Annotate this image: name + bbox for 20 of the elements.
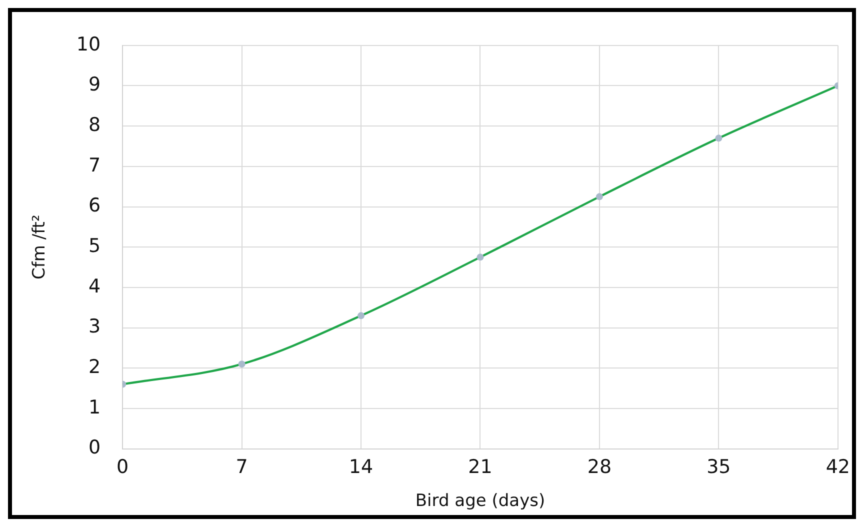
y-tick-label: 2 <box>88 356 101 378</box>
y-tick-label: 4 <box>88 275 101 298</box>
x-tick-label: 7 <box>236 456 248 478</box>
y-axis-title: Cfm /ft² <box>30 214 50 280</box>
y-tick-label: 6 <box>88 194 101 217</box>
y-tick-label: 3 <box>88 316 101 338</box>
x-axis-title: Bird age (days) <box>415 491 546 512</box>
y-tick-label: 0 <box>88 436 101 459</box>
x-tick-label: 42 <box>826 456 850 478</box>
y-tick-label: 10 <box>76 33 101 56</box>
y-tick-label: 1 <box>88 396 101 418</box>
x-tick-label: 28 <box>587 456 612 478</box>
x-tick-label: 35 <box>706 456 731 478</box>
x-tick-label: 0 <box>116 456 129 478</box>
y-tick-label: 8 <box>88 114 101 136</box>
y-tick-label: 5 <box>88 235 101 258</box>
y-tick-label: 9 <box>88 74 101 96</box>
x-tick-label: 14 <box>348 456 374 478</box>
y-tick-label: 7 <box>88 154 101 176</box>
x-tick-label: 21 <box>468 456 492 478</box>
